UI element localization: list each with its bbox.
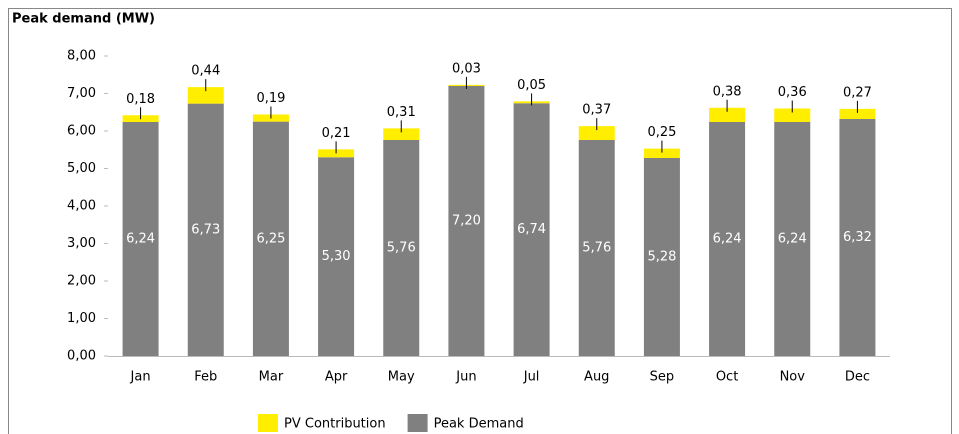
x-tick-label: Aug — [584, 370, 609, 385]
data-label: 5,30 — [322, 249, 351, 264]
bar-segment — [318, 157, 355, 356]
y-tick-label: 5,00 — [67, 161, 96, 176]
data-label: 0,36 — [778, 85, 807, 100]
bar-segment — [709, 107, 746, 122]
y-tick-label: 3,00 — [67, 236, 96, 251]
x-tick-label: Nov — [780, 370, 806, 385]
legend-label: PV Contribution — [284, 417, 386, 432]
x-tick-label: Sep — [650, 370, 675, 385]
y-tick-label: 8,00 — [67, 49, 96, 64]
y-tick-label: 2,00 — [67, 274, 96, 289]
bar-segment — [578, 126, 615, 140]
bar-segment — [448, 86, 485, 356]
data-label: 0,27 — [843, 85, 872, 100]
bar-segment — [187, 103, 224, 356]
x-tick-label: Jul — [523, 370, 540, 385]
y-tick-label: 6,00 — [67, 124, 96, 139]
data-label: 5,28 — [647, 250, 676, 265]
bar-segment — [774, 122, 811, 356]
data-label: 6,74 — [517, 222, 546, 237]
legend-swatch — [258, 414, 278, 432]
x-tick-label: Oct — [716, 370, 738, 385]
data-label: 0,21 — [322, 126, 351, 141]
data-label: 5,76 — [582, 241, 611, 256]
data-label: 0,18 — [126, 92, 155, 107]
bar-segment — [383, 140, 420, 356]
bar-segment — [578, 140, 615, 356]
y-tick-label: 1,00 — [67, 311, 96, 326]
y-tick-label: 7,00 — [67, 86, 96, 101]
data-label: 5,76 — [387, 241, 416, 256]
bar-segment — [643, 148, 680, 158]
bar-segment — [839, 119, 876, 356]
x-tick-label: Jun — [455, 370, 476, 385]
data-label: 0,38 — [713, 84, 742, 99]
y-tick-label: 4,00 — [67, 199, 96, 214]
bar-segment — [839, 108, 876, 119]
data-label: 7,20 — [452, 214, 481, 229]
data-label: 0,37 — [582, 103, 611, 118]
data-label: 6,32 — [843, 230, 872, 245]
x-tick-label: Mar — [259, 370, 284, 385]
y-tick-label: 0,00 — [67, 349, 96, 364]
bar-segment — [122, 122, 159, 356]
data-label: 6,73 — [191, 222, 220, 237]
x-tick-label: May — [388, 370, 415, 385]
bar-segment — [187, 87, 224, 104]
data-label: 0,31 — [387, 105, 416, 120]
data-label: 6,24 — [778, 232, 807, 247]
data-label: 0,03 — [452, 61, 481, 76]
bar-segment — [383, 128, 420, 140]
bar-segment — [252, 121, 289, 356]
bar-segment — [774, 108, 811, 122]
data-label: 0,19 — [256, 91, 285, 106]
data-label: 6,25 — [256, 231, 285, 246]
bar-segment — [513, 103, 550, 356]
data-label: 0,44 — [191, 64, 220, 79]
x-tick-label: Apr — [325, 370, 348, 385]
x-tick-label: Dec — [845, 370, 870, 385]
x-tick-label: Feb — [194, 370, 217, 385]
data-label: 0,25 — [647, 125, 676, 140]
legend-swatch — [407, 414, 428, 432]
bar-segment — [643, 158, 680, 356]
data-label: 6,24 — [713, 232, 742, 247]
x-tick-label: Jan — [130, 370, 151, 385]
data-label: 6,24 — [126, 232, 155, 247]
data-label: 0,05 — [517, 78, 546, 93]
legend-label: Peak Demand — [434, 417, 524, 432]
chart-title: Peak demand (MW) — [12, 12, 155, 27]
bar-segment — [709, 122, 746, 356]
